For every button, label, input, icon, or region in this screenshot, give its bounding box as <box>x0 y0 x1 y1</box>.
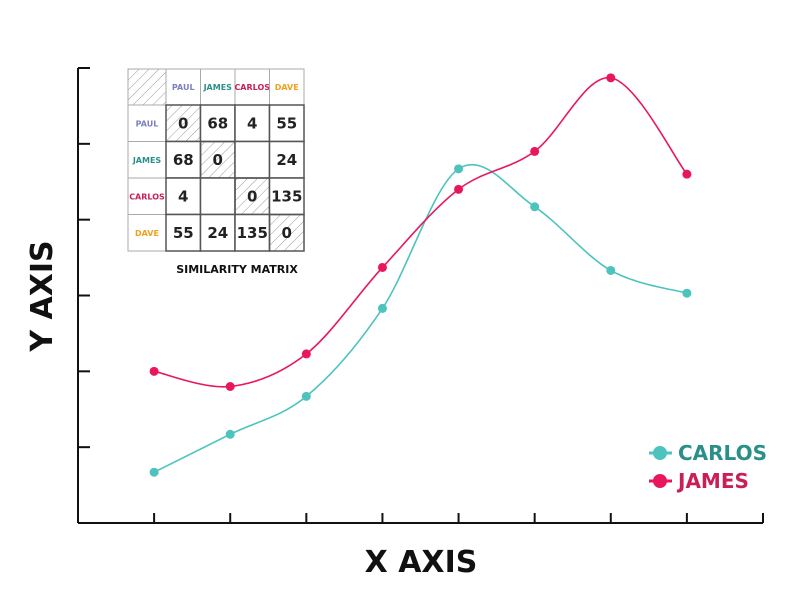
y-axis-title: Y AXIS <box>25 240 60 352</box>
legend-item-james: JAMES <box>649 469 749 493</box>
matrix-row-header-cell <box>127 214 167 252</box>
data-point-james <box>301 349 311 359</box>
matrix-value: 4 <box>247 114 257 132</box>
matrix-cell <box>165 140 202 179</box>
matrix-col-header-cell <box>234 68 270 106</box>
matrix-cell <box>234 213 271 252</box>
matrix-row-header: JAMES <box>132 156 162 165</box>
data-point-carlos <box>301 391 311 401</box>
data-point-carlos <box>377 303 387 313</box>
matrix-col-header: CARLOS <box>234 83 270 92</box>
matrix-row-header: CARLOS <box>129 192 165 201</box>
legend-label: CARLOS <box>678 441 767 465</box>
series-carlos <box>149 163 692 477</box>
y-axis-ticks <box>78 67 90 449</box>
data-point-james <box>225 382 235 391</box>
matrix-cell <box>199 177 236 216</box>
matrix-diagonal-cell <box>165 104 202 143</box>
matrix-value: 55 <box>276 114 297 132</box>
matrix-diagonal-cell <box>199 140 236 179</box>
legend-swatch-marker <box>653 474 667 488</box>
matrix-value: 68 <box>173 151 194 169</box>
matrix-row-header-cell <box>127 177 167 215</box>
matrix-cell <box>234 140 271 179</box>
matrix-row-header: DAVE <box>135 229 159 238</box>
data-point-james <box>682 169 692 179</box>
series-james <box>149 73 692 391</box>
matrix-cell <box>268 140 305 179</box>
data-point-james <box>149 366 159 376</box>
data-point-carlos <box>225 429 235 439</box>
data-point-carlos <box>682 288 692 298</box>
matrix-value: 135 <box>237 224 268 242</box>
matrix-col-header: DAVE <box>275 83 299 92</box>
matrix-row-header-cell <box>127 141 167 179</box>
matrix-col-header: PAUL <box>172 83 195 92</box>
series-line-carlos <box>153 163 688 473</box>
legend-swatch-marker <box>653 446 667 460</box>
data-point-carlos <box>149 467 159 477</box>
data-point-james <box>530 146 540 156</box>
data-point-carlos <box>530 202 540 212</box>
legend-label: JAMES <box>676 469 749 493</box>
matrix-value: 68 <box>207 114 228 132</box>
data-point-james <box>377 262 387 272</box>
matrix-cell <box>165 213 202 252</box>
x-axis-title: X AXIS <box>365 545 478 580</box>
matrix-value: 0 <box>213 151 223 169</box>
matrix-col-header: JAMES <box>203 83 233 92</box>
axes <box>77 67 764 524</box>
matrix-corner-cell <box>127 68 167 106</box>
matrix-value: 24 <box>276 151 297 169</box>
matrix-cell <box>165 177 202 216</box>
matrix-value: 24 <box>207 224 228 242</box>
matrix-diagonal-cell <box>268 213 305 252</box>
data-point-carlos <box>606 265 616 275</box>
data-point-james <box>454 184 464 194</box>
data-point-james <box>606 73 616 83</box>
matrix-value: 55 <box>173 224 194 242</box>
matrix-value: 0 <box>282 224 292 242</box>
matrix-col-header-cell <box>269 68 305 106</box>
matrix-title: SIMILARITY MATRIX <box>176 263 298 276</box>
matrix-row-header: PAUL <box>136 119 159 128</box>
x-axis-ticks <box>153 513 764 523</box>
matrix-row-header-cell <box>127 104 167 142</box>
matrix-cell <box>234 104 271 143</box>
matrix-value: 135 <box>271 187 302 205</box>
matrix-value: 0 <box>247 187 257 205</box>
legend-item-carlos: CARLOS <box>649 441 767 465</box>
legend: CARLOS JAMES <box>649 441 767 493</box>
data-point-carlos <box>454 164 464 174</box>
series-layer <box>149 73 692 477</box>
matrix-col-header-cell <box>165 68 201 106</box>
matrix-value: 0 <box>178 114 188 132</box>
matrix-value: 4 <box>178 187 188 205</box>
